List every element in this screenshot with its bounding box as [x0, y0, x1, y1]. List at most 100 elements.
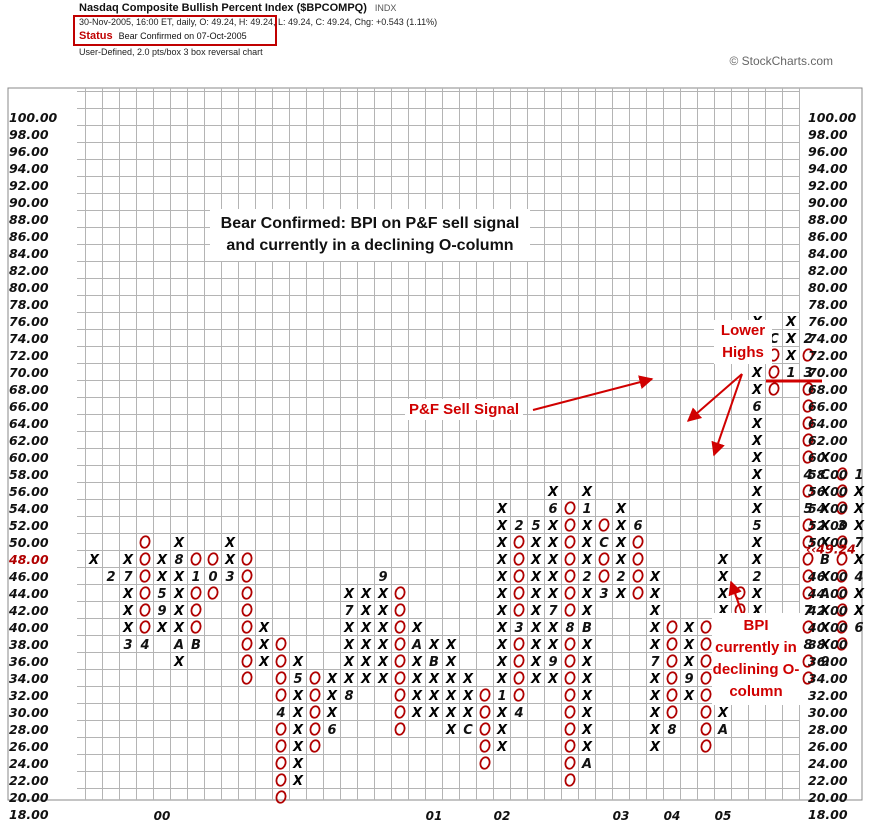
x-box: X	[853, 485, 865, 500]
y-tick-label-right: 86.00	[808, 229, 848, 244]
y-tick-label-right: 32.00	[808, 688, 848, 703]
x-box: X	[649, 689, 661, 704]
x-box: X	[377, 672, 389, 687]
o-box	[666, 654, 678, 668]
y-tick-label-left: 38.00	[9, 637, 49, 652]
y-tick-label-right: 74.00	[808, 331, 848, 346]
month-marker: 9	[548, 655, 557, 670]
x-box: X	[819, 502, 831, 517]
x-box: X	[173, 570, 185, 585]
o-box	[700, 739, 712, 753]
x-box: X	[88, 553, 100, 568]
x-box: X	[615, 519, 627, 534]
o-box	[836, 603, 848, 617]
x-box: X	[496, 553, 508, 568]
x-box: X	[496, 621, 508, 636]
month-marker: 3	[837, 519, 846, 534]
x-box: X	[496, 604, 508, 619]
x-box: X	[411, 672, 423, 687]
x-box: X	[496, 587, 508, 602]
o-box	[802, 654, 814, 668]
y-tick-label-left: 86.00	[9, 229, 49, 244]
x-box: X	[649, 621, 661, 636]
x-box: X	[547, 570, 559, 585]
x-box: X	[343, 621, 355, 636]
o-box	[479, 705, 491, 719]
month-marker: 4	[853, 570, 863, 585]
status-text: Bear Confirmed on 07-Oct-2005	[118, 31, 247, 41]
o-box	[564, 688, 576, 702]
x-box: X	[292, 689, 304, 704]
y-tick-label-left: 74.00	[9, 331, 49, 346]
y-tick-label-right: 84.00	[808, 246, 848, 261]
o-box	[309, 705, 321, 719]
o-box	[139, 535, 151, 549]
o-box	[275, 688, 287, 702]
y-tick-label-left: 54.00	[9, 501, 49, 516]
y-tick-label-right: 24.00	[808, 756, 848, 771]
chart-axes: 100.00 100.00 98.00 98.00 96.00 96.00 94.00 94.…	[8, 110, 857, 823]
o-box	[836, 569, 848, 583]
x-box: X	[717, 570, 729, 585]
x-box: X	[683, 638, 695, 653]
x-box: X	[581, 740, 593, 755]
x-box: X	[445, 689, 457, 704]
x-box: X	[751, 468, 763, 483]
o-box	[190, 620, 202, 634]
quote-info: 30-Nov-2005, 16:00 ET, daily, O: 49.24, …	[79, 17, 438, 27]
month-marker: 2	[106, 570, 115, 585]
x-box: X	[785, 349, 797, 364]
x-box: X	[377, 655, 389, 670]
y-tick-label-left: 72.00	[9, 348, 49, 363]
o-box	[275, 790, 287, 804]
o-box	[802, 552, 814, 566]
o-box	[564, 705, 576, 719]
x-box: X	[751, 434, 763, 449]
y-tick-label-left: 62.00	[9, 433, 49, 448]
x-box: X	[411, 689, 423, 704]
copyright: © StockCharts.com	[729, 54, 833, 68]
month-marker: 1	[191, 570, 200, 585]
o-box	[802, 399, 814, 413]
month-marker: 8	[667, 723, 676, 738]
month-marker: 3	[123, 638, 132, 653]
y-tick-label-right: 98.00	[808, 127, 848, 142]
x-box: X	[751, 451, 763, 466]
month-marker: 6	[752, 400, 761, 415]
x-box: X	[751, 485, 763, 500]
y-tick-label-right: 80.00	[808, 280, 848, 295]
o-box	[632, 569, 644, 583]
o-box	[802, 518, 814, 532]
o-box	[564, 637, 576, 651]
x-box: X	[615, 536, 627, 551]
o-box	[564, 535, 576, 549]
month-marker: 6	[548, 502, 557, 517]
year-label: 01	[426, 809, 443, 823]
o-box	[190, 586, 202, 600]
x-box: X	[377, 638, 389, 653]
x-box: X	[428, 638, 440, 653]
x-box: X	[258, 638, 270, 653]
month-marker: C	[820, 468, 830, 483]
o-box	[309, 671, 321, 685]
o-box	[275, 739, 287, 753]
month-marker: 2	[514, 519, 523, 534]
o-box	[394, 722, 406, 736]
y-tick-label-left: 58.00	[9, 467, 49, 482]
lower-highs-annotation: Lower Highs	[714, 320, 772, 364]
y-tick-label-right: 18.00	[808, 807, 848, 822]
y-tick-label-right: 30.00	[808, 705, 848, 720]
o-box	[564, 671, 576, 685]
o-box	[666, 671, 678, 685]
annotation-arrows	[532, 373, 822, 617]
x-box: X	[581, 553, 593, 568]
y-tick-label-right: 34.00	[808, 671, 848, 686]
y-tick-label-left: 100.00	[9, 110, 58, 125]
y-tick-label-left: 46.00	[8, 569, 49, 584]
x-box: X	[292, 723, 304, 738]
o-box	[700, 722, 712, 736]
o-box	[513, 535, 525, 549]
o-box	[666, 620, 678, 634]
x-box: X	[581, 485, 593, 500]
